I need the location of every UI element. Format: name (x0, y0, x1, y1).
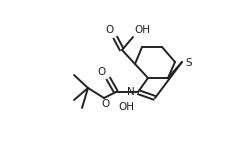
Text: OH: OH (134, 25, 150, 35)
Text: O: O (106, 25, 114, 35)
Text: N: N (127, 87, 135, 97)
Text: O: O (98, 67, 106, 77)
Text: O: O (101, 99, 109, 109)
Text: S: S (185, 58, 192, 68)
Text: OH: OH (118, 102, 134, 112)
